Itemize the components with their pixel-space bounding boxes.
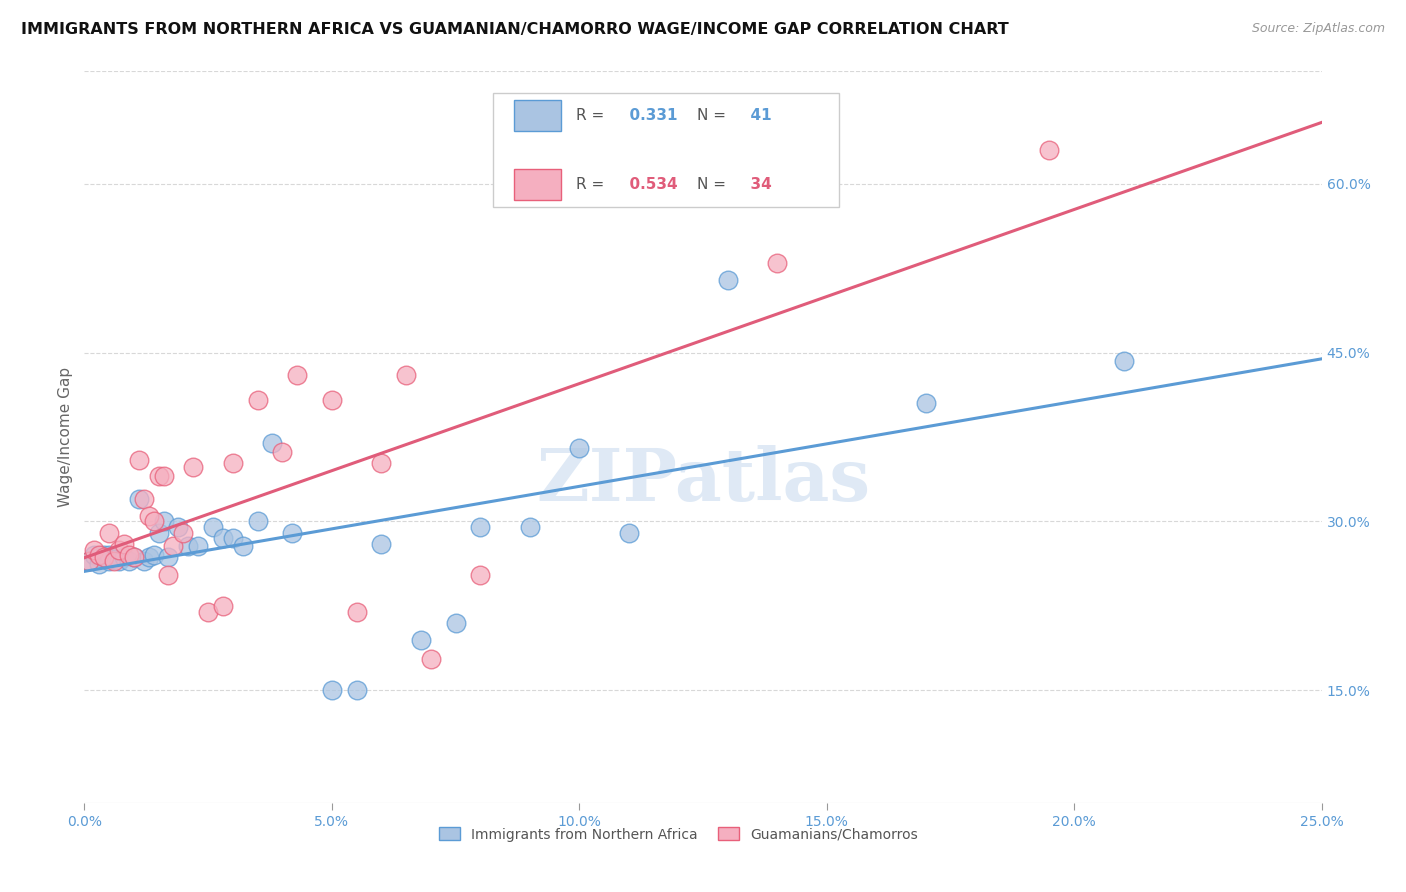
- Point: [132, 491, 155, 506]
- Point: [717, 272, 740, 286]
- Point: [162, 539, 184, 553]
- Point: [470, 568, 492, 582]
- Point: [232, 539, 254, 553]
- Point: [222, 456, 245, 470]
- Text: Source: ZipAtlas.com: Source: ZipAtlas.com: [1251, 22, 1385, 36]
- Point: [89, 550, 111, 565]
- Text: ZIPatlas: ZIPatlas: [536, 445, 870, 516]
- Point: [262, 435, 284, 450]
- Point: [89, 548, 111, 562]
- Text: 41: 41: [740, 108, 772, 123]
- Point: [132, 554, 155, 568]
- Point: [83, 548, 105, 562]
- Point: [148, 525, 170, 540]
- Point: [202, 520, 225, 534]
- Text: 0.331: 0.331: [619, 108, 678, 123]
- Point: [79, 554, 101, 568]
- Point: [167, 520, 190, 534]
- Point: [138, 550, 160, 565]
- Point: [370, 456, 392, 470]
- Point: [766, 255, 789, 269]
- Point: [281, 525, 304, 540]
- Point: [370, 537, 392, 551]
- Legend: Immigrants from Northern Africa, Guamanians/Chamorros: Immigrants from Northern Africa, Guamani…: [433, 822, 924, 847]
- Point: [212, 599, 235, 613]
- Point: [98, 525, 121, 540]
- Point: [346, 605, 368, 619]
- Point: [152, 469, 174, 483]
- Point: [187, 539, 209, 553]
- Point: [157, 550, 180, 565]
- Point: [271, 444, 294, 458]
- Point: [222, 532, 245, 546]
- Point: [152, 515, 174, 529]
- Point: [285, 368, 308, 383]
- Point: [444, 615, 467, 630]
- Point: [914, 396, 936, 410]
- Point: [122, 550, 145, 565]
- Text: 0.534: 0.534: [619, 178, 678, 193]
- FancyBboxPatch shape: [513, 169, 561, 200]
- Point: [128, 452, 150, 467]
- Text: R =: R =: [575, 108, 609, 123]
- Point: [148, 469, 170, 483]
- Point: [79, 554, 101, 568]
- Point: [419, 652, 441, 666]
- Point: [617, 525, 640, 540]
- FancyBboxPatch shape: [513, 100, 561, 130]
- Point: [246, 515, 269, 529]
- Y-axis label: Wage/Income Gap: Wage/Income Gap: [58, 367, 73, 508]
- Point: [142, 515, 165, 529]
- Point: [98, 548, 121, 562]
- Point: [103, 554, 125, 568]
- Point: [89, 558, 111, 572]
- Point: [346, 683, 368, 698]
- Point: [118, 548, 141, 562]
- Point: [409, 632, 432, 647]
- Point: [138, 508, 160, 523]
- Point: [122, 550, 145, 565]
- Text: N =: N =: [697, 178, 731, 193]
- Point: [128, 491, 150, 506]
- Point: [118, 554, 141, 568]
- Point: [112, 537, 135, 551]
- Point: [93, 550, 115, 565]
- Point: [112, 550, 135, 565]
- Point: [177, 539, 200, 553]
- Point: [197, 605, 219, 619]
- Point: [98, 554, 121, 568]
- Point: [1112, 353, 1135, 368]
- Point: [93, 548, 115, 562]
- Text: 34: 34: [740, 178, 772, 193]
- Point: [470, 520, 492, 534]
- Point: [246, 392, 269, 407]
- Point: [181, 460, 204, 475]
- Point: [108, 542, 131, 557]
- Point: [568, 442, 591, 456]
- Point: [321, 683, 343, 698]
- Text: R =: R =: [575, 178, 609, 193]
- Point: [103, 551, 125, 566]
- Point: [321, 392, 343, 407]
- Point: [519, 520, 541, 534]
- Point: [212, 532, 235, 546]
- FancyBboxPatch shape: [492, 94, 839, 207]
- Point: [395, 368, 418, 383]
- Point: [108, 554, 131, 568]
- Point: [172, 525, 194, 540]
- Point: [83, 542, 105, 557]
- Text: IMMIGRANTS FROM NORTHERN AFRICA VS GUAMANIAN/CHAMORRO WAGE/INCOME GAP CORRELATIO: IMMIGRANTS FROM NORTHERN AFRICA VS GUAMA…: [21, 22, 1010, 37]
- Text: N =: N =: [697, 108, 731, 123]
- Point: [142, 548, 165, 562]
- Point: [157, 568, 180, 582]
- Point: [1038, 143, 1060, 157]
